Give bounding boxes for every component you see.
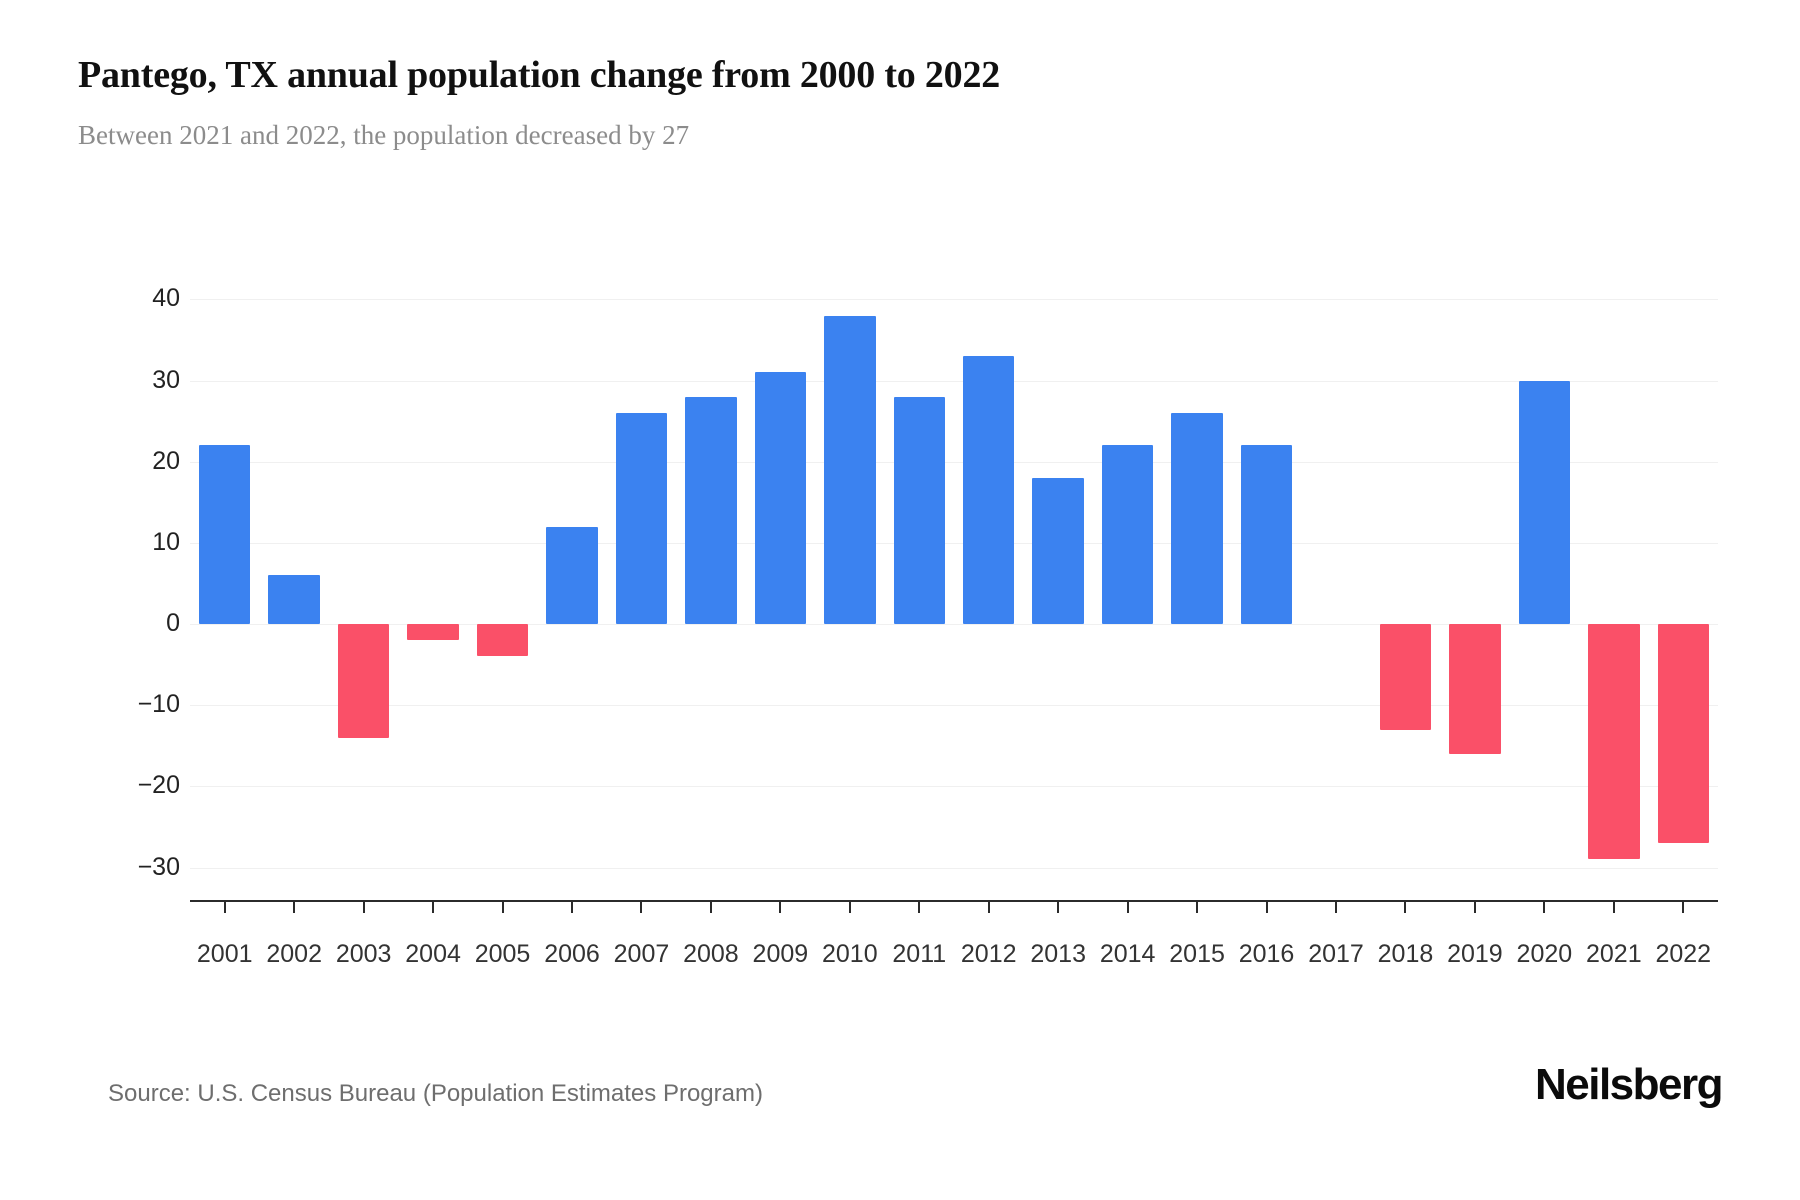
x-axis-label-2016: 2016 [1238, 940, 1295, 968]
bar-2009[interactable] [754, 372, 807, 624]
x-axis-label-2003: 2003 [335, 940, 392, 968]
x-axis-tick [779, 900, 782, 913]
bar-2022[interactable] [1657, 624, 1709, 844]
x-axis-tick [1612, 900, 1615, 913]
bar-2003[interactable] [337, 624, 390, 738]
x-axis-label-2009: 2009 [752, 940, 809, 968]
x-axis-label-2022: 2022 [1655, 940, 1712, 968]
x-axis-label-2014: 2014 [1099, 940, 1156, 968]
gridline--20 [190, 786, 1718, 788]
y-axis-label: −10 [137, 690, 180, 719]
gridline-40 [190, 299, 1718, 301]
x-axis-label-2012: 2012 [960, 940, 1017, 968]
y-axis-label: 0 [166, 609, 180, 638]
y-axis-label: 20 [152, 446, 180, 475]
y-axis-label: 30 [152, 365, 180, 394]
x-axis-label-2020: 2020 [1516, 940, 1573, 968]
x-axis-label-2019: 2019 [1447, 940, 1503, 968]
bar-series [190, 275, 1718, 900]
x-axis-label-2017: 2017 [1308, 940, 1364, 968]
x-axis-tick [1265, 900, 1268, 913]
x-axis-tick [918, 900, 921, 913]
source-note: Source: U.S. Census Bureau (Population E… [108, 1080, 763, 1107]
bar-2014[interactable] [1101, 445, 1154, 625]
y-axis-label: 40 [152, 284, 180, 313]
x-axis-tick [709, 900, 712, 913]
x-axis-tick [987, 900, 990, 913]
gridline-20 [190, 461, 1718, 463]
x-axis-label-2002: 2002 [266, 940, 322, 968]
bar-2012[interactable] [963, 356, 1015, 624]
page-title: Pantego, TX annual population change fro… [78, 54, 1001, 96]
x-axis-tick [1682, 900, 1685, 913]
x-axis-tick [1404, 900, 1407, 913]
x-axis-tick [501, 900, 504, 913]
gridline--10 [190, 705, 1718, 707]
x-axis-label-2018: 2018 [1377, 940, 1434, 968]
bar-2018[interactable] [1379, 624, 1432, 730]
x-axis-label-2011: 2011 [892, 940, 947, 968]
x-axis-line [190, 900, 1718, 902]
x-axis-tick [1196, 900, 1199, 913]
bar-2019[interactable] [1449, 624, 1501, 754]
bar-2016[interactable] [1240, 445, 1293, 625]
bar-2007[interactable] [615, 412, 668, 625]
x-axis-tick [432, 900, 435, 913]
gridline-0 [190, 624, 1718, 626]
plot-area: 40 30 20 10 0 −10 −20 −30 [138, 275, 1718, 900]
x-axis-label-2021: 2021 [1586, 940, 1642, 968]
bar-2011[interactable] [893, 396, 945, 625]
bar-2002[interactable] [268, 575, 320, 624]
y-axis-label: −30 [137, 852, 180, 881]
bar-2006[interactable] [546, 526, 598, 624]
bar-2010[interactable] [824, 315, 876, 625]
x-axis-label-2013: 2013 [1030, 940, 1086, 968]
chart-subtitle: Between 2021 and 2022, the population de… [78, 120, 690, 150]
x-axis-label-2004: 2004 [405, 940, 461, 968]
x-axis-tick [223, 900, 226, 913]
x-axis-tick [1335, 900, 1337, 913]
x-axis-tick [571, 900, 573, 913]
gridline--30 [190, 867, 1718, 869]
x-axis-label-2005: 2005 [474, 940, 531, 968]
brand-logo: Neilsberg [1534, 1060, 1724, 1109]
x-axis-tick [1126, 900, 1129, 913]
gridline-10 [190, 542, 1718, 544]
bar-2015[interactable] [1171, 412, 1223, 625]
x-axis-tick [640, 900, 643, 913]
x-axis-label-2001: 2001 [196, 940, 253, 968]
bar-2021[interactable] [1588, 624, 1640, 860]
x-axis-tick [1057, 900, 1060, 913]
x-axis-label-2015: 2015 [1169, 940, 1225, 968]
x-axis-tick [848, 900, 851, 913]
x-axis-tick [1473, 900, 1476, 913]
x-axis-label-2007: 2007 [613, 940, 670, 968]
x-axis-tick [1543, 900, 1546, 913]
y-axis-label: 10 [152, 527, 180, 556]
y-axis-label: −20 [137, 771, 180, 800]
bar-2004[interactable] [407, 624, 459, 641]
x-axis-label-2006: 2006 [544, 940, 600, 968]
x-axis-label-2008: 2008 [683, 940, 739, 968]
gridline-30 [190, 380, 1718, 382]
x-axis-tick [362, 900, 365, 913]
bar-2020[interactable] [1518, 380, 1571, 625]
bar-2008[interactable] [685, 396, 737, 625]
bar-2005[interactable] [476, 624, 529, 657]
x-axis-tick [293, 900, 296, 913]
bar-2001[interactable] [199, 445, 251, 625]
x-axis-label-2010: 2010 [822, 940, 878, 968]
bar-2013[interactable] [1032, 477, 1084, 625]
